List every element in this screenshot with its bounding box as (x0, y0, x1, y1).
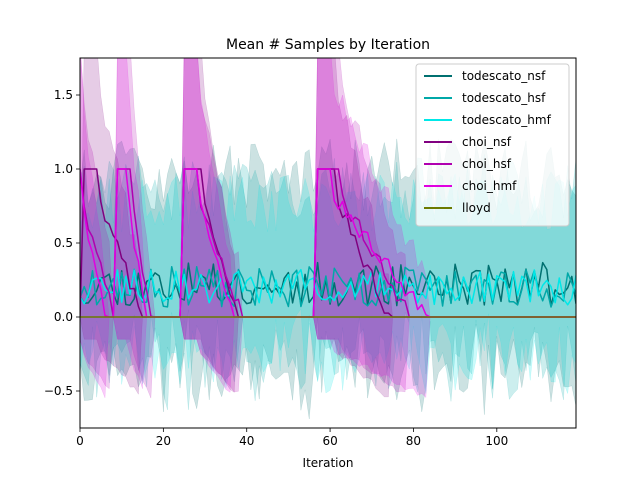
legend-label-choi_hmf: choi_hmf (462, 179, 517, 193)
y-tick-label: 0.5 (54, 236, 73, 250)
legend-label-todescato_hmf: todescato_hmf (462, 113, 552, 127)
x-axis-ticks: 0 20 40 60 80 100 (76, 428, 508, 448)
chart-title: Mean # Samples by Iteration (226, 37, 430, 53)
y-tick-label: 0.0 (54, 310, 73, 324)
y-tick-label: 1.0 (54, 162, 73, 176)
x-tick-label: 80 (406, 434, 421, 448)
x-axis-label: Iteration (303, 456, 354, 470)
y-axis-ticks: −0.5 0.0 0.5 1.0 1.5 (44, 88, 80, 398)
legend-label-todescato_nsf: todescato_nsf (462, 69, 546, 83)
line-todescato_hsf (80, 265, 576, 308)
x-tick-label: 60 (322, 434, 337, 448)
legend: todescato_nsf todescato_hsf todescato_hmfc… (415, 63, 570, 227)
legend-label-lloyd: lloyd (462, 201, 491, 215)
line-todescato_hmf (80, 268, 576, 306)
legend-box (415, 63, 570, 227)
legend-label-choi_hsf: choi_hsf (462, 157, 512, 171)
legend-label-todescato_hsf: todescato_hsf (462, 91, 546, 105)
y-tick-label: 1.5 (54, 88, 73, 102)
x-tick-label: 100 (485, 434, 508, 448)
series-lines (80, 168, 576, 318)
band-todescato_hmf (80, 173, 576, 394)
x-tick-label: 20 (156, 434, 171, 448)
legend-label-choi_nsf: choi_nsf (462, 135, 512, 149)
x-tick-label: 40 (239, 434, 254, 448)
y-tick-label: −0.5 (44, 384, 73, 398)
x-tick-label: 0 (76, 434, 84, 448)
